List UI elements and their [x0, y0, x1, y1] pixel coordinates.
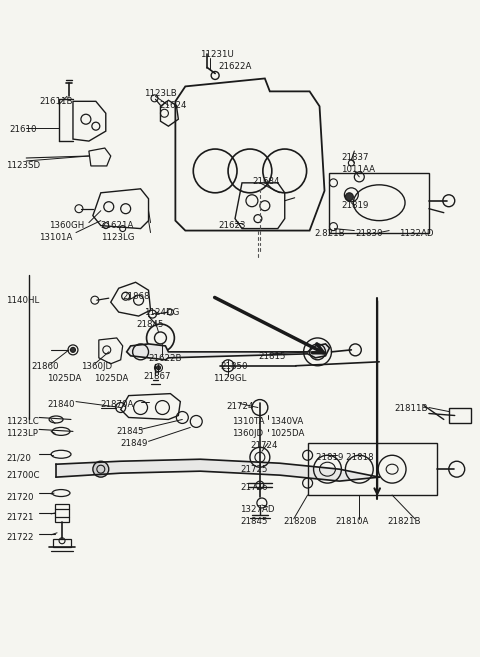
Text: 21700C: 21700C: [6, 471, 40, 480]
Text: 1140HL: 1140HL: [6, 296, 40, 306]
Bar: [308, 443, 437, 495]
Text: 1123LP: 1123LP: [6, 430, 38, 438]
Text: 21724: 21724: [250, 442, 277, 450]
Text: 21867: 21867: [144, 372, 171, 381]
Text: 21621A: 21621A: [101, 221, 134, 230]
Text: 11231U: 11231U: [200, 50, 234, 58]
Circle shape: [346, 193, 353, 201]
Text: 21811B: 21811B: [394, 403, 428, 413]
Text: 21721: 21721: [6, 513, 34, 522]
Text: 21837: 21837: [341, 153, 369, 162]
Text: 1360JD: 1360JD: [81, 362, 112, 371]
Text: 21624: 21624: [159, 101, 187, 110]
Text: 21/20: 21/20: [6, 453, 31, 463]
Text: 1123LC: 1123LC: [6, 417, 39, 426]
Text: 21726: 21726: [240, 483, 267, 492]
Text: 1025DA: 1025DA: [94, 374, 128, 383]
Text: 21868: 21868: [123, 292, 150, 301]
Bar: [449, 407, 471, 424]
Text: 21810A: 21810A: [336, 517, 369, 526]
Text: 21845: 21845: [117, 428, 144, 436]
Text: 1327AD: 1327AD: [240, 505, 275, 514]
Circle shape: [93, 461, 109, 477]
Text: 21821B: 21821B: [387, 517, 420, 526]
Text: 21610: 21610: [9, 125, 37, 134]
Bar: [53, 539, 71, 547]
Polygon shape: [56, 459, 379, 481]
Text: 1129GL: 1129GL: [213, 374, 247, 383]
Text: 21684: 21684: [252, 177, 279, 186]
Text: 1011AA: 1011AA: [341, 165, 375, 174]
Text: 21819: 21819: [341, 201, 369, 210]
Text: 1123LG: 1123LG: [101, 233, 134, 242]
Text: 1360JD: 1360JD: [232, 430, 263, 438]
Text: 21849: 21849: [120, 440, 148, 448]
Text: 21622B: 21622B: [148, 354, 182, 363]
Text: 1123SD: 1123SD: [6, 161, 40, 170]
Text: 21845: 21845: [137, 320, 164, 329]
Text: 21845: 21845: [240, 517, 267, 526]
Text: 21860: 21860: [31, 362, 59, 371]
Bar: [329, 173, 429, 233]
Text: 21722: 21722: [6, 533, 34, 542]
Circle shape: [156, 366, 160, 370]
Text: 21724: 21724: [226, 401, 253, 411]
Text: 1025DA: 1025DA: [270, 430, 304, 438]
Text: 1124DG: 1124DG: [144, 308, 179, 317]
Text: 21830: 21830: [355, 229, 383, 238]
Bar: [55, 504, 69, 522]
Text: 21720: 21720: [6, 493, 34, 502]
Text: 21820B: 21820B: [284, 517, 317, 526]
Text: 2.821B: 2.821B: [314, 229, 345, 238]
Text: 21840: 21840: [47, 399, 74, 409]
Text: 21815: 21815: [258, 352, 286, 361]
Circle shape: [71, 348, 75, 352]
Text: 21611B: 21611B: [39, 97, 72, 106]
Text: 21622A: 21622A: [218, 62, 252, 70]
Text: 21870A: 21870A: [101, 399, 134, 409]
Text: 1360GH: 1360GH: [49, 221, 84, 230]
Text: 1310TA: 1310TA: [232, 417, 264, 426]
Text: 1340VA: 1340VA: [270, 417, 303, 426]
Text: 21725: 21725: [240, 465, 267, 474]
Text: 1132AD: 1132AD: [399, 229, 433, 238]
Polygon shape: [127, 344, 329, 360]
Text: 21819 21818: 21819 21818: [315, 453, 373, 463]
Text: 1123LB: 1123LB: [144, 89, 176, 99]
Text: 13101A: 13101A: [39, 233, 72, 242]
Text: 21623: 21623: [218, 221, 246, 230]
Text: 21850: 21850: [220, 362, 248, 371]
Text: 1025DA: 1025DA: [47, 374, 82, 383]
